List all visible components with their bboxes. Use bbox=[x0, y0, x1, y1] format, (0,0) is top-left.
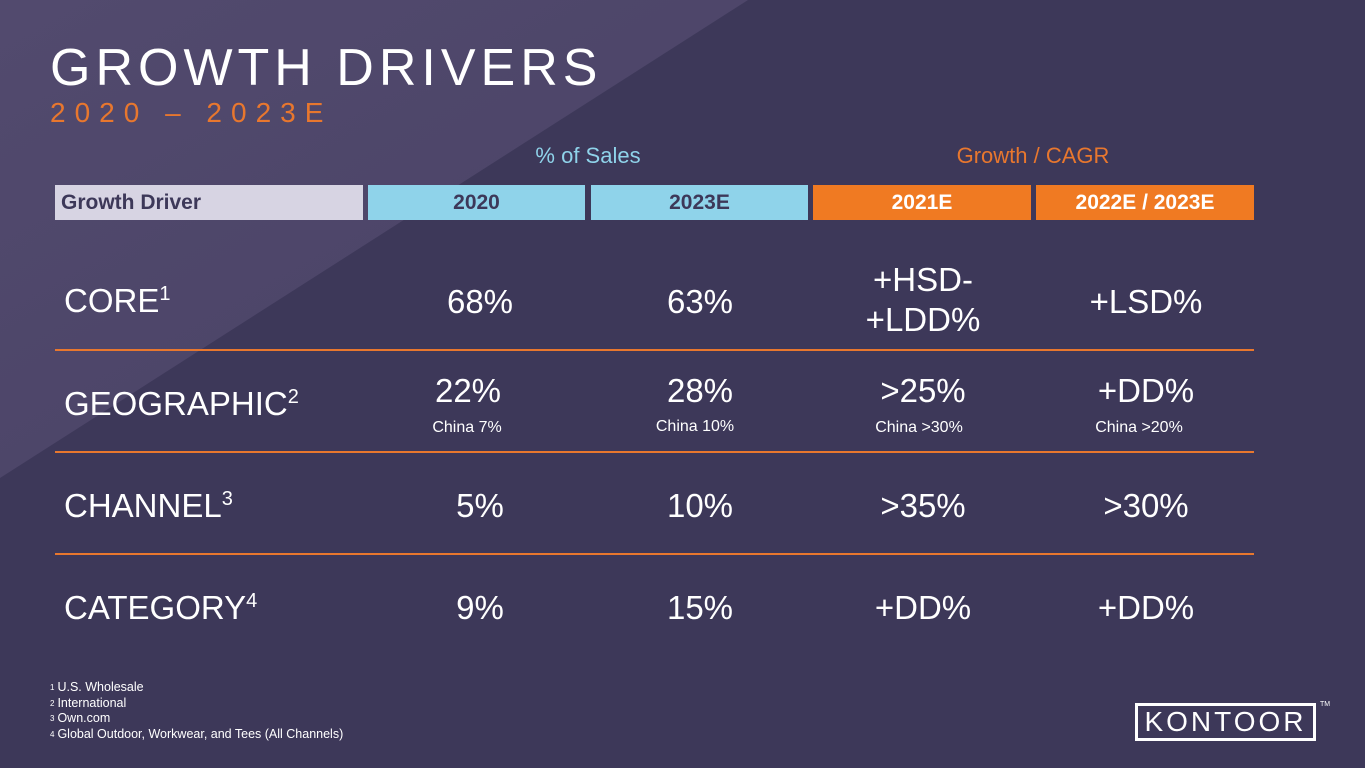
row-separator bbox=[55, 451, 1254, 453]
page-title: GROWTH DRIVERS bbox=[50, 39, 603, 97]
geographic-2020-china: China 7% bbox=[432, 419, 502, 436]
header-2021e: 2021E bbox=[813, 185, 1031, 220]
geographic-2022e: +DD% bbox=[1097, 372, 1195, 409]
channel-2023e: 10% bbox=[666, 487, 734, 524]
row-label-category: CATEGORY4 bbox=[64, 589, 258, 626]
geographic-2023e: 28% bbox=[666, 372, 734, 409]
core-2020: 68% bbox=[446, 283, 514, 320]
footnote: 4 Global Outdoor, Workwear, and Tees (All… bbox=[50, 726, 344, 741]
footnote: 1 U.S. Wholesale bbox=[50, 680, 144, 694]
channel-2021e: >35% bbox=[880, 487, 966, 524]
channel-2022e: >30% bbox=[1103, 487, 1189, 524]
header-growth-driver: Growth Driver bbox=[55, 185, 363, 220]
kontoor-logo: KONTOOR bbox=[1135, 703, 1316, 741]
geographic-2021e: >25% bbox=[880, 372, 966, 409]
row-label-geographic: GEOGRAPHIC2 bbox=[64, 385, 299, 422]
row-label-channel: CHANNEL3 bbox=[64, 487, 233, 524]
trademark-mark: TM bbox=[1320, 701, 1331, 708]
core-2022e: +LSD% bbox=[1089, 283, 1203, 320]
category-2020: 9% bbox=[456, 589, 504, 626]
channel-2020: 5% bbox=[456, 487, 504, 524]
row-label-core: CORE1 bbox=[64, 282, 171, 319]
page-subtitle: 2020 – 2023E bbox=[50, 97, 333, 128]
row-separator bbox=[55, 553, 1254, 555]
header-2022e-2023e: 2022E / 2023E bbox=[1036, 185, 1254, 220]
group-label-sales: % of Sales bbox=[535, 143, 641, 168]
row-separator bbox=[55, 349, 1254, 351]
group-label-growth: Growth / CAGR bbox=[956, 143, 1110, 168]
category-2022e: +DD% bbox=[1097, 589, 1195, 626]
geographic-2023e-china: China 10% bbox=[655, 418, 735, 435]
category-2021e: +DD% bbox=[874, 589, 972, 626]
category-2023e: 15% bbox=[666, 589, 734, 626]
core-2021e: +HSD- +LDD% bbox=[865, 261, 981, 338]
header-2023e: 2023E bbox=[591, 185, 808, 220]
geographic-2022e-china: China >20% bbox=[1095, 419, 1183, 436]
footnote: 3 Own.com bbox=[50, 711, 111, 725]
core-2023e: 63% bbox=[666, 283, 734, 320]
header-2020: 2020 bbox=[368, 185, 585, 220]
footnote: 2 International bbox=[50, 695, 127, 710]
footnotes: 1 U.S. Wholesale 2 International 3 Own.com … bbox=[50, 680, 343, 742]
geographic-2020: 22% bbox=[434, 372, 502, 409]
geographic-2021e-china: China >30% bbox=[875, 419, 963, 436]
